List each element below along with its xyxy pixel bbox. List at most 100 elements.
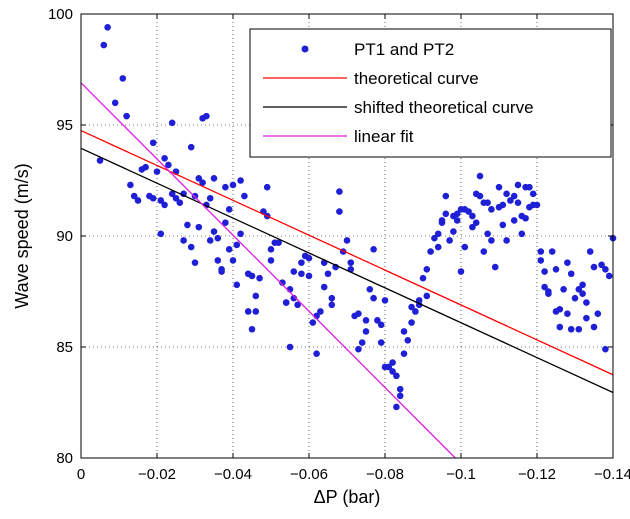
data-point [541, 268, 548, 275]
data-point [484, 230, 491, 238]
data-point [484, 199, 491, 206]
series-line-2 [80, 147, 614, 394]
data-point [214, 234, 222, 242]
data-point [564, 259, 571, 266]
data-point [343, 237, 351, 244]
data-point [203, 112, 210, 120]
data-point [119, 75, 127, 82]
x-tick-label: −0.12 [518, 466, 556, 483]
data-point [237, 230, 244, 238]
x-tick-label: −0.04 [214, 466, 252, 483]
data-point [210, 174, 218, 182]
data-point [518, 230, 526, 238]
data-point [427, 248, 434, 255]
legend-label-3: linear fit [354, 127, 414, 146]
data-point [529, 190, 537, 198]
data-point [286, 343, 294, 351]
data-point [602, 345, 609, 353]
data-point [157, 230, 165, 238]
data-point [142, 163, 149, 171]
data-point [552, 266, 560, 273]
x-tick-label: 0 [77, 466, 85, 483]
data-point [248, 325, 256, 333]
axis-ticks: 0 −0.02 −0.04 −0.06 −0.08 −0.1 −0.12 −0.14 80 85 9… [48, 6, 630, 483]
data-point [507, 197, 514, 204]
data-point [362, 328, 370, 335]
data-point [206, 237, 214, 244]
data-point [294, 301, 301, 309]
data-point [104, 24, 111, 31]
data-point [229, 257, 237, 264]
data-point [374, 317, 381, 324]
data-point [461, 243, 469, 251]
data-point [191, 259, 199, 266]
data-point [199, 179, 206, 187]
data-point [457, 268, 465, 275]
data-point [355, 310, 362, 318]
data-point [453, 210, 461, 218]
data-point [514, 199, 522, 206]
series-line-3 [80, 82, 456, 459]
data-point [586, 248, 594, 255]
data-point [434, 230, 442, 238]
data-point [590, 323, 598, 331]
data-point [510, 217, 518, 224]
data-point [393, 403, 400, 411]
data-point [222, 183, 229, 191]
data-point [472, 219, 480, 226]
data-point [309, 319, 317, 326]
data-point [336, 188, 343, 195]
data-point [290, 294, 298, 302]
data-point [605, 272, 613, 280]
data-point [400, 350, 408, 357]
data-point [347, 259, 355, 266]
data-point [153, 168, 161, 175]
data-point [453, 217, 461, 224]
data-point [237, 177, 244, 184]
data-point [545, 290, 552, 298]
data-point [263, 183, 271, 191]
x-axis-label: ΔP (bar) [314, 487, 381, 507]
data-point [510, 192, 518, 200]
data-point [396, 385, 404, 393]
data-point [317, 308, 324, 315]
data-point [195, 223, 203, 231]
data-point [279, 279, 286, 286]
data-point [575, 285, 583, 293]
data-point [381, 297, 389, 304]
data-point [172, 194, 180, 202]
data-point [225, 206, 233, 213]
data-point [495, 183, 503, 191]
data-point [377, 321, 385, 329]
data-point [567, 325, 575, 333]
legend-label-0: PT1 and PT2 [354, 40, 454, 59]
data-point [556, 323, 564, 331]
data-point [298, 259, 305, 266]
data-point [594, 310, 602, 318]
data-point [385, 363, 393, 371]
data-point [161, 155, 168, 162]
y-tick-label: 95 [56, 117, 73, 134]
data-point [408, 303, 415, 311]
data-point [168, 119, 176, 127]
data-point [389, 359, 396, 366]
data-point [488, 237, 495, 244]
y-tick-label: 85 [56, 339, 73, 356]
data-point [469, 223, 476, 231]
data-point [233, 281, 241, 289]
data-point [491, 263, 499, 271]
legend-marker-0 [301, 45, 309, 53]
data-point [229, 181, 237, 189]
data-point [244, 308, 252, 315]
data-point [165, 161, 172, 169]
data-point [222, 219, 229, 226]
data-point [96, 157, 104, 164]
y-tick-label: 90 [56, 228, 73, 245]
data-point [434, 243, 442, 251]
y-axis-label: Wave speed (m/s) [12, 163, 32, 308]
data-point [537, 248, 545, 255]
data-point [488, 206, 495, 213]
data-point [233, 241, 241, 249]
data-point [111, 99, 119, 107]
